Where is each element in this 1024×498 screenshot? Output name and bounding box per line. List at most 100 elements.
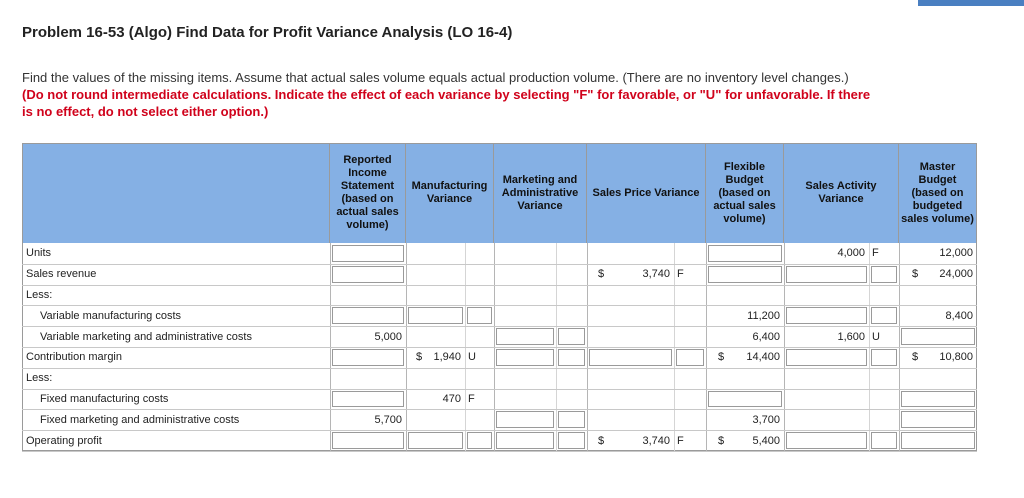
currency-symbol: $	[912, 268, 919, 281]
input-box[interactable]	[786, 265, 867, 283]
input-box[interactable]	[589, 349, 672, 366]
cell-value: 3,740	[642, 434, 670, 447]
row-label: Variable marketing and administrative co…	[40, 330, 252, 343]
input-box[interactable]	[408, 307, 463, 325]
input-box[interactable]	[786, 432, 867, 449]
input-box[interactable]	[558, 328, 585, 345]
column-header: Sales Price Variance	[587, 143, 706, 243]
row-line	[22, 347, 977, 348]
effect-indicator: F	[677, 268, 684, 281]
input-box[interactable]	[558, 349, 585, 366]
input-box[interactable]	[332, 245, 404, 262]
cell-value: 5,000	[374, 330, 402, 343]
top-bar	[918, 0, 1024, 6]
row-label: Contribution margin	[26, 351, 122, 364]
input-box[interactable]	[332, 432, 404, 449]
row-label: Fixed manufacturing costs	[40, 392, 169, 405]
input-box[interactable]	[901, 390, 975, 408]
row-label: Variable manufacturing costs	[40, 309, 182, 322]
row-line	[22, 451, 977, 452]
input-box[interactable]	[558, 432, 585, 449]
input-box[interactable]	[786, 349, 867, 366]
row-line	[22, 409, 977, 411]
cell-value: 14,400	[746, 351, 780, 364]
input-box[interactable]	[676, 349, 704, 366]
row-line	[22, 263, 977, 265]
cell-value: 1,940	[433, 351, 461, 364]
instructions-text: Find the values of the missing items. As…	[22, 70, 849, 85]
row-line	[22, 388, 977, 390]
column-header: Flexible Budget (based on actual sales v…	[706, 143, 784, 243]
input-box[interactable]	[332, 349, 404, 366]
input-box[interactable]	[708, 390, 782, 408]
cell-value: 3,700	[752, 413, 780, 426]
input-box[interactable]	[496, 432, 554, 449]
input-box[interactable]	[467, 307, 492, 325]
row-label: Sales revenue	[26, 268, 97, 281]
row-line	[22, 430, 977, 432]
cell-value: 12,000	[939, 247, 973, 260]
row-label: Less:	[26, 372, 53, 385]
row-label: Fixed marketing and administrative costs	[40, 413, 240, 426]
column-header: Manufacturing Variance	[406, 143, 494, 243]
input-box[interactable]	[901, 328, 975, 345]
row-line	[22, 305, 977, 307]
input-box[interactable]	[871, 349, 897, 366]
row-label: Operating profit	[26, 434, 102, 447]
input-box[interactable]	[496, 349, 554, 366]
effect-indicator: F	[677, 434, 684, 447]
header-blank	[22, 143, 330, 243]
input-box[interactable]	[467, 432, 492, 449]
input-box[interactable]	[871, 307, 897, 325]
cell-value: 1,600	[837, 330, 865, 343]
column-header: Master Budget (based on budgeted sales v…	[899, 143, 977, 243]
row-label: Units	[26, 247, 52, 260]
effect-indicator: U	[872, 330, 880, 343]
currency-symbol: $	[718, 351, 725, 364]
column-header: Sales Activity Variance	[784, 143, 899, 243]
input-box[interactable]	[332, 265, 404, 283]
cell-value: 5,400	[752, 434, 780, 447]
input-box[interactable]	[901, 432, 975, 449]
row-line	[22, 367, 977, 369]
cell-value: 24,000	[939, 268, 973, 281]
cell-value: 8,400	[945, 309, 973, 322]
input-box[interactable]	[708, 245, 782, 262]
instructions: Find the values of the missing items. As…	[22, 69, 872, 120]
input-box[interactable]	[901, 411, 975, 429]
currency-symbol: $	[718, 434, 725, 447]
input-box[interactable]	[332, 390, 404, 408]
row-line	[22, 326, 977, 328]
effect-indicator: F	[872, 247, 879, 260]
cell-value: 470	[442, 392, 461, 405]
effect-indicator: U	[468, 351, 476, 364]
input-box[interactable]	[708, 265, 782, 283]
input-box[interactable]	[496, 411, 554, 429]
input-box[interactable]	[871, 265, 897, 283]
input-box[interactable]	[408, 432, 463, 449]
row-line	[22, 284, 977, 286]
cell-value: 3,740	[642, 268, 670, 281]
row-label: Less:	[26, 288, 53, 301]
input-box[interactable]	[332, 307, 404, 325]
column-header: Reported Income Statement (based on actu…	[330, 143, 406, 243]
input-box[interactable]	[871, 432, 897, 449]
column-header: Marketing and Administrative Variance	[494, 143, 587, 243]
problem-title: Problem 16-53 (Algo) Find Data for Profi…	[22, 24, 513, 41]
cell-value: 5,700	[374, 413, 402, 426]
instructions-emphasis: (Do not round intermediate calculations.…	[22, 87, 871, 119]
cell-value: 4,000	[837, 247, 865, 260]
input-box[interactable]	[496, 328, 554, 345]
currency-symbol: $	[912, 351, 919, 364]
effect-indicator: F	[468, 392, 475, 405]
currency-symbol: $	[416, 351, 423, 364]
input-box[interactable]	[786, 307, 867, 325]
cell-value: 11,200	[747, 309, 780, 322]
cell-value: 10,800	[939, 351, 973, 364]
input-box[interactable]	[558, 411, 585, 429]
currency-symbol: $	[598, 268, 605, 281]
table-border	[22, 143, 977, 451]
cell-value: 6,400	[752, 330, 780, 343]
